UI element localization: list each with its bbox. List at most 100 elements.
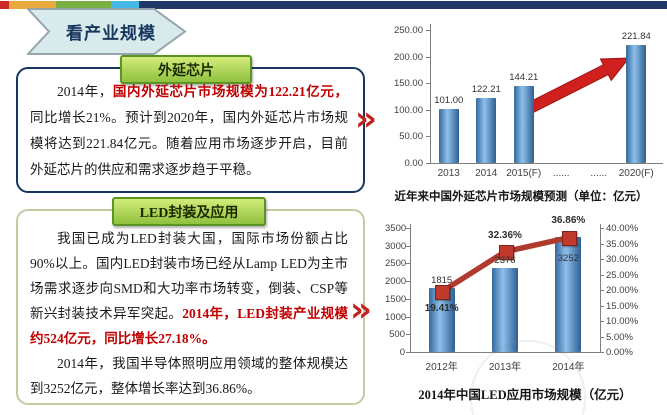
left-tick-mark (406, 298, 410, 300)
x-category-label: 2013 (437, 168, 460, 179)
y-tick-mark (426, 136, 430, 138)
left-tick-label: 3500 (385, 223, 407, 234)
left-tick-mark (406, 281, 410, 283)
line-marker (561, 231, 577, 247)
epitaxial-market-bar-chart: 0.00 50.00 100.00 150.00 200.00 250.00 101.00 2… (385, 18, 663, 188)
banner-arrow-shape (27, 8, 187, 55)
left-tick-label: 2500 (385, 258, 407, 270)
bar-value-label: 3252 (557, 252, 579, 264)
x-category-label: 2014 (475, 168, 498, 179)
bar-value-label: 221.84 (621, 30, 651, 42)
x-category-label: ...... (590, 168, 608, 179)
left-tick-label: 1000 (385, 311, 407, 323)
y-tick-mark (426, 30, 430, 31)
highlighted-text: 2014年，LED封装产业规模约524亿元，同比增长27.18%。 (30, 306, 349, 346)
epitaxial-chip-text: 2014年，国内外延芯片市场规模为122.21亿元， 同比增长21%。预计到202… (30, 79, 348, 183)
right-tick-label: 25.00% (606, 269, 639, 281)
y-tick-mark (426, 163, 430, 164)
left-tick-mark (406, 316, 410, 318)
right-tick-mark (600, 352, 604, 353)
epitaxial-chip-textbox (16, 67, 365, 193)
paragraph: 我国已成为LED封装大国，国际市场份额占比90%以上。国内LED封装市场已经从L… (30, 226, 348, 351)
line-marker (435, 285, 451, 301)
right-tick-label: 10.00% (606, 316, 639, 327)
led-packaging-textbox (16, 209, 365, 405)
left-tick-mark (406, 245, 410, 247)
right-tick-label: 30.00% (606, 254, 639, 265)
y-tick-label: 100.00 (393, 104, 423, 116)
chart-bar (626, 44, 647, 163)
x-category-label: 2015(F) (506, 168, 542, 179)
top-bar-segment (0, 1, 9, 9)
double-chevron-icon: » (350, 290, 372, 330)
right-tick-mark (600, 259, 604, 260)
chart-bar (513, 86, 534, 163)
right-tick-mark (600, 243, 604, 245)
right-y-axis (600, 224, 601, 352)
double-chevron-icon: » (355, 99, 377, 139)
y-tick-label: 150.00 (393, 78, 423, 90)
right-tick-label: 40.00% (606, 223, 639, 234)
right-tick-mark (600, 321, 604, 322)
y-tick-mark (426, 56, 430, 58)
led-packaging-header: LED封装及应用 (112, 197, 266, 226)
left-tick-mark (406, 334, 410, 336)
epitaxial-chip-header: 外延芯片 (120, 55, 252, 84)
left-tick-label: 1500 (385, 293, 407, 305)
left-tick-label: 2000 (385, 276, 407, 288)
left-tick-mark (406, 352, 410, 353)
y-tick-label: 250.00 (393, 25, 423, 36)
paragraph: 2014年，我国半导体照明应用领域的整体规模达到3252亿元，整体增长率达到36… (30, 351, 348, 401)
x-category-label: 2012年 (425, 362, 458, 373)
right-tick-mark (600, 290, 604, 291)
right-tick-mark (600, 336, 604, 338)
y-tick-mark (426, 109, 430, 111)
line-marker (498, 245, 514, 261)
x-category-label: 2020(F) (618, 168, 654, 179)
left-tick-mark (406, 263, 410, 265)
right-tick-label: 35.00% (606, 238, 639, 250)
top-bar-segment (9, 1, 56, 9)
body-text: 我国已成为LED封装大国，国际市场份额占比90%以上。国内LED封装市场已经从L… (30, 231, 348, 321)
title-banner: 看产业规模 (27, 8, 187, 55)
body-text: 同比增长21%。预计到2020年，国内外延芯片市场规模将达到221.84亿元。随… (30, 110, 348, 177)
bar-value-label: 144.21 (509, 72, 539, 84)
left-tick-label: 3000 (385, 240, 407, 252)
right-tick-label: 15.00% (606, 300, 639, 312)
percent-label: 36.86% (551, 214, 586, 226)
bar-value-label: 122.21 (471, 83, 501, 95)
bar-value-label: 1815 (431, 274, 453, 286)
right-tick-label: 0.00% (606, 347, 633, 358)
left-tick-label: 500 (389, 329, 405, 341)
left-tick-mark (406, 228, 410, 229)
top-color-bar (0, 1, 667, 9)
page-title: 看产业规模 (66, 24, 156, 43)
bar-value-label: 101.00 (434, 95, 464, 107)
top-bar-segment (56, 1, 111, 9)
y-tick-label: 0.00 (404, 158, 424, 169)
percent-label: 32.36% (488, 229, 522, 241)
y-axis (430, 24, 431, 163)
body-text: 2014年，我国半导体照明应用领域的整体规模达到3252亿元，整体增长率达到36… (30, 356, 348, 396)
right-tick-label: 5.00% (606, 331, 633, 343)
right-tick-label: 20.00% (606, 285, 639, 296)
highlighted-text: 国内外延芯片市场规模为122.21亿元， (112, 84, 349, 99)
led-packaging-text: 我国已成为LED封装大国，国际市场份额占比90%以上。国内LED封装市场已经从L… (30, 226, 348, 401)
left-tick-label: 0 (399, 347, 405, 358)
chart-bar (476, 97, 497, 163)
percent-label: 19.41% (424, 302, 459, 314)
right-tick-mark (600, 228, 604, 229)
bar-value-label: 2376 (494, 254, 516, 266)
chart-bar (555, 236, 582, 352)
chart-bar (438, 109, 459, 163)
top-bar-segment (139, 1, 667, 9)
x-category-label: ...... (552, 168, 570, 179)
y-tick-mark (426, 83, 430, 85)
x-axis (430, 163, 663, 164)
body-text: 2014年， (57, 84, 113, 99)
left-y-axis (410, 224, 411, 352)
right-tick-mark (600, 305, 604, 307)
paragraph: 2014年，国内外延芯片市场规模为122.21亿元， 同比增长21%。预计到202… (30, 79, 348, 183)
y-tick-label: 50.00 (399, 131, 423, 143)
